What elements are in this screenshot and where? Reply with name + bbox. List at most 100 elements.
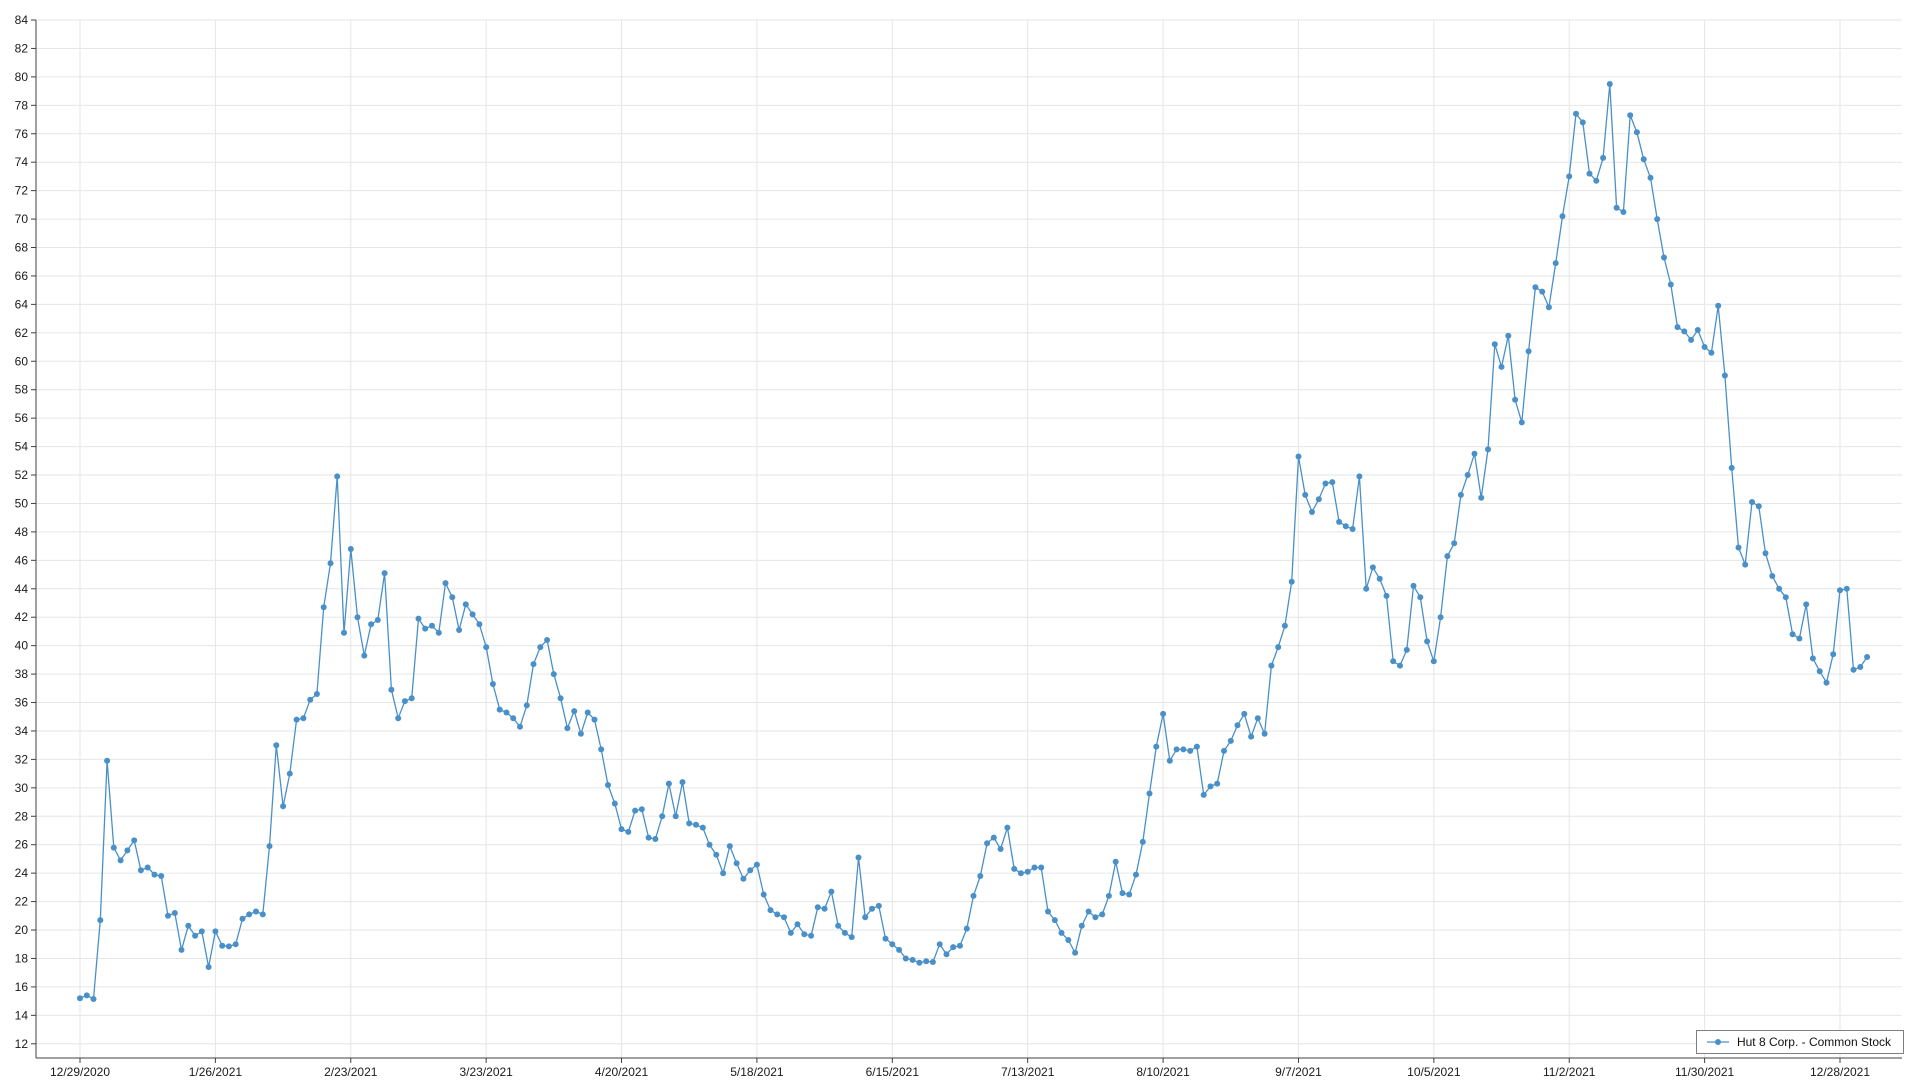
y-tick-label: 84 (15, 13, 29, 27)
y-tick-label: 68 (15, 241, 29, 255)
series-point (869, 905, 875, 912)
series-point (1248, 733, 1255, 740)
series-point (1782, 594, 1789, 601)
legend[interactable]: Hut 8 Corp. - Common Stock (1695, 1030, 1904, 1054)
series-point (185, 922, 192, 929)
series-point (1302, 491, 1309, 498)
series-point (774, 911, 781, 918)
series-point (720, 870, 727, 877)
series-point (259, 911, 266, 918)
series-point (1606, 81, 1613, 87)
series-point (198, 928, 205, 935)
y-tick-label: 56 (15, 411, 29, 425)
series-point (158, 873, 165, 879)
series-point (1823, 679, 1830, 686)
series-point (1525, 348, 1532, 355)
series-point (1451, 540, 1458, 547)
series-point (1830, 651, 1837, 658)
series-point (1024, 868, 1031, 875)
series-point (632, 807, 639, 814)
series-point (124, 847, 131, 854)
series-point (503, 709, 510, 716)
series-point (1721, 372, 1728, 379)
series-point (232, 941, 239, 948)
series-point (212, 928, 219, 935)
series-point (936, 941, 943, 948)
x-tick-label: 7/13/2021 (1001, 1065, 1055, 1079)
series-point (699, 824, 706, 831)
series-point (1092, 914, 1099, 921)
series-point (1221, 747, 1227, 754)
y-tick-label: 54 (15, 440, 29, 454)
series-point (1146, 790, 1153, 797)
series-point (334, 473, 341, 480)
series-point (1397, 662, 1403, 669)
series-point (1417, 594, 1424, 601)
series-point (1376, 575, 1383, 582)
series-point (1518, 419, 1525, 426)
series-point (1545, 304, 1552, 311)
series-point (828, 888, 835, 895)
y-tick-label: 72 (15, 184, 29, 198)
series-point (1072, 949, 1079, 956)
series-point (618, 826, 625, 833)
series-point (902, 955, 909, 962)
y-tick-label: 34 (15, 724, 29, 738)
series-point (1667, 281, 1674, 288)
series-point (225, 943, 232, 950)
series-point (1471, 450, 1478, 457)
series-point (625, 828, 632, 835)
series-point (178, 946, 185, 953)
series-point (977, 873, 984, 879)
series-point (1173, 746, 1180, 753)
y-tick-label: 30 (15, 781, 29, 795)
series-point (354, 614, 361, 621)
series-point (1464, 472, 1471, 478)
series-point (1261, 730, 1268, 737)
series-point (456, 627, 463, 633)
x-tick-label: 6/15/2021 (866, 1065, 920, 1079)
y-tick-label: 66 (15, 269, 29, 283)
series-point (1661, 254, 1667, 261)
series-point (1241, 710, 1248, 717)
series-point (1512, 396, 1519, 403)
series-point (510, 715, 517, 722)
series-point (1769, 573, 1776, 579)
y-tick-label: 76 (15, 127, 29, 141)
series-point (841, 929, 848, 936)
series-point (1214, 780, 1221, 787)
series-point (889, 941, 896, 948)
series-point (1017, 870, 1024, 877)
series-point (388, 686, 395, 693)
series-point (1850, 666, 1857, 673)
series-point (1633, 129, 1640, 136)
series-point (1559, 213, 1566, 220)
series-point (1065, 937, 1072, 943)
y-tick-label: 62 (15, 326, 29, 340)
series-point (1457, 491, 1464, 498)
series-point (442, 580, 449, 587)
series-point (1187, 747, 1194, 754)
y-tick-label: 70 (15, 212, 29, 226)
series-point (1776, 585, 1783, 592)
series-point (1837, 587, 1843, 594)
y-tick-label: 64 (15, 297, 29, 311)
series-point (1613, 204, 1620, 211)
x-tick-label: 9/7/2021 (1275, 1065, 1322, 1079)
y-tick-label: 26 (15, 838, 29, 852)
series-point (381, 570, 388, 577)
series-point (1051, 917, 1058, 924)
series-point (1789, 631, 1796, 638)
series-point (429, 622, 435, 629)
series-point (781, 914, 787, 921)
y-axis-labels: 12 14 16 18 20 22 24 26 28 30 32 34 36 38 40 42 44 46 48 50… (15, 13, 29, 1051)
series-point (110, 844, 117, 851)
series-point (1708, 349, 1715, 356)
series-point (1383, 592, 1390, 599)
series-point (1390, 658, 1397, 665)
series-point (1295, 453, 1302, 460)
y-tick-label: 78 (15, 98, 29, 112)
y-tick-label: 32 (15, 752, 29, 766)
series-point (1356, 473, 1363, 480)
